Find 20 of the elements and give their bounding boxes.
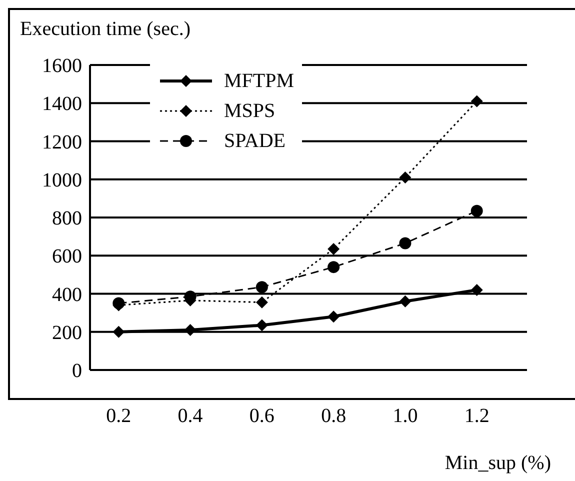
legend-label: SPADE bbox=[224, 130, 286, 152]
y-tick-label: 400 bbox=[52, 284, 82, 306]
x-tick-label: 1.2 bbox=[464, 405, 490, 428]
y-tick-label: 0 bbox=[72, 360, 82, 382]
y-tick-label: 1000 bbox=[42, 169, 82, 192]
legend-label: MFTPM bbox=[224, 70, 294, 92]
y-tick-label: 200 bbox=[52, 322, 82, 344]
y-tick-label: 800 bbox=[52, 208, 82, 230]
x-tick-label: 1.0 bbox=[392, 405, 418, 428]
legend-label: MSPS bbox=[224, 100, 276, 122]
x-tick-label: 0.4 bbox=[178, 405, 203, 428]
x-tick-label: 0.2 bbox=[106, 405, 132, 428]
y-tick-label: 1600 bbox=[42, 55, 82, 78]
y-tick-label: 600 bbox=[52, 246, 82, 268]
y-axis-title: Execution time (sec.) bbox=[20, 18, 190, 41]
y-tick-label: 1200 bbox=[42, 131, 82, 154]
x-tick-label: 0.6 bbox=[249, 405, 274, 428]
x-axis-title: Min_sup (%) bbox=[444, 452, 551, 475]
y-tick-label: 1400 bbox=[42, 93, 82, 116]
x-tick-label: 0.8 bbox=[321, 405, 346, 428]
